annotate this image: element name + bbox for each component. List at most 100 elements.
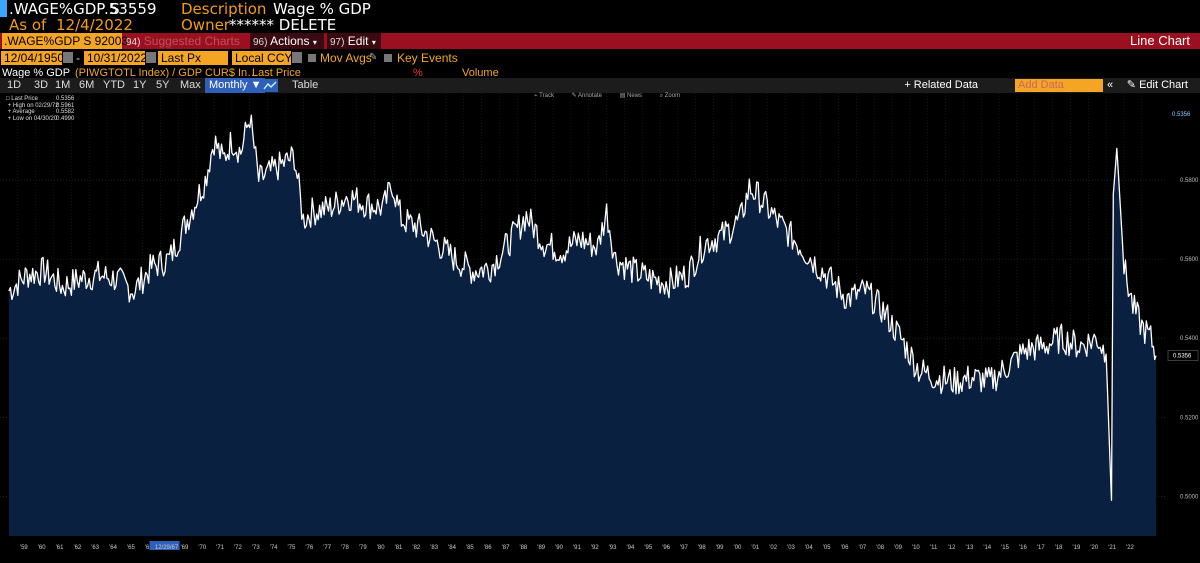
x-tick-label: '75: [288, 545, 296, 551]
ticker[interactable]: .WAGE%GDP S: [9, 0, 120, 18]
x-tick-label: '93: [609, 545, 617, 551]
x-tick-label: '88: [519, 545, 527, 551]
top-value-tag: 0.5356: [1172, 112, 1191, 118]
currency-select[interactable]: Local CCY: [232, 51, 292, 65]
period-3d[interactable]: 3D: [34, 79, 49, 91]
zoom-button[interactable]: ⌕ Zoom: [659, 93, 681, 99]
period-6m[interactable]: 6M: [79, 79, 95, 91]
x-tick-label: '64: [109, 545, 117, 551]
x-tick-label: '15: [1001, 545, 1009, 551]
calendar-icon[interactable]: [146, 52, 156, 63]
annotate-label: Annotate: [578, 93, 603, 99]
x-tick-label: '01: [751, 545, 759, 551]
news-button[interactable]: ▤ News: [619, 93, 643, 99]
suggested-label: Suggested Charts: [143, 34, 240, 48]
legend-high: + High on 02/29/72 0.5961: [6, 102, 75, 109]
x-tick-label: '20: [1090, 545, 1098, 551]
period-1y[interactable]: 1Y: [133, 79, 147, 91]
legend-avg-label: Average: [12, 109, 35, 115]
x-tick-label: '87: [502, 545, 510, 551]
edit-chart-button[interactable]: ✎ Edit Chart: [1127, 78, 1188, 93]
add-data-input[interactable]: Add Data: [1015, 79, 1103, 92]
track-button[interactable]: ⌁ Track: [534, 93, 554, 99]
x-tick-label: '78: [341, 545, 349, 551]
x-tick-label: '63: [91, 545, 99, 551]
chart-type-title: Line Chart: [1130, 33, 1190, 48]
y-tick-label: 0.5200: [1180, 415, 1199, 421]
last-value-box: [1167, 350, 1199, 361]
edit-menu[interactable]: 97) Edit ▾: [327, 33, 381, 49]
legend-low-label: Low on 04/30/20: [12, 115, 58, 122]
asof-value: 12/4/2022: [56, 16, 133, 34]
x-tick-label: '12: [948, 545, 956, 551]
chevron-down-icon: ▼: [250, 79, 262, 91]
key-events-checkbox[interactable]: [384, 54, 392, 62]
key-events-label[interactable]: Key Events: [397, 51, 458, 65]
x-tick-label: '19: [1073, 545, 1081, 551]
suggested-num: 94): [126, 37, 141, 48]
x-tick-label: '08: [876, 545, 884, 551]
cursor-date-box: [149, 541, 180, 550]
legend-last: □ Last Price 0.5356: [6, 96, 75, 102]
x-tick-label: '14: [983, 545, 991, 551]
x-tick-label: '16: [1019, 545, 1027, 551]
x-tick-label: '74: [270, 545, 278, 551]
last-value-label: 0.5356: [1173, 354, 1192, 360]
edit-chart-label: Edit Chart: [1139, 79, 1188, 91]
period-ytd[interactable]: YTD: [103, 79, 125, 91]
chart-legend: □ Last Price 0.5356 + High on 02/29/72 0…: [6, 96, 90, 122]
legend-last-value: 0.5356: [56, 96, 75, 102]
field-select[interactable]: Last Px: [158, 51, 228, 65]
x-tick-label: '83: [430, 545, 438, 551]
x-tick-label: '73: [252, 545, 260, 551]
asof-label: As of: [9, 16, 47, 34]
start-date-field[interactable]: 12/04/1950: [1, 51, 64, 65]
frequency-select[interactable]: Monthly ▼: [205, 78, 266, 93]
last-price-label: Last Price: [252, 67, 301, 79]
period-max[interactable]: Max: [180, 79, 201, 91]
x-tick-label: '00: [734, 545, 742, 551]
x-tick-label: '07: [858, 545, 866, 551]
track-label: Track: [539, 93, 554, 99]
x-tick-label: '82: [412, 545, 420, 551]
line-chart[interactable]: 0.5000 0.5200 0.5400 0.5600 0.5800 0.5356 0.53…: [0, 93, 1200, 563]
x-tick-label: '84: [448, 545, 456, 551]
period-1m[interactable]: 1M: [55, 79, 71, 91]
series-formula: (PIWGTOTL Index) / GDP CUR$ In…: [75, 67, 259, 79]
annotate-button[interactable]: ✎ Annotate: [571, 93, 603, 99]
suggested-charts-button[interactable]: 94) Suggested Charts: [126, 33, 246, 49]
series-line: [8, 114, 1157, 502]
x-tick-label: '66: [145, 545, 153, 551]
x-tick-label: '59: [20, 545, 28, 551]
mov-avgs-checkbox[interactable]: [308, 54, 316, 62]
chart-view-icon[interactable]: [262, 79, 278, 92]
x-tick-label: '03: [787, 545, 795, 551]
pencil-icon[interactable]: ✎: [369, 52, 378, 63]
pencil-icon: ✎: [1126, 79, 1137, 91]
calendar-icon[interactable]: [63, 52, 73, 63]
x-tick-label: '65: [127, 545, 135, 551]
period-5y[interactable]: 5Y: [156, 79, 170, 91]
x-tick-label: '85: [466, 545, 474, 551]
x-tick-label: '89: [537, 545, 545, 551]
volume-label: Volume: [462, 67, 499, 79]
ticker-field[interactable]: .WAGE%GDP S 92003: [2, 33, 129, 49]
edit-num: 97): [330, 37, 345, 48]
collapse-icon[interactable]: «: [1107, 79, 1114, 91]
series-name: Wage % GDP: [2, 67, 71, 79]
description-label: Description: [181, 0, 267, 18]
end-date-field[interactable]: 10/31/2022: [84, 51, 147, 65]
x-tick-label: '09: [894, 545, 902, 551]
table-view-button[interactable]: Table: [292, 79, 319, 91]
chevron-down-icon[interactable]: [292, 52, 302, 63]
x-tick-label: '22: [1126, 545, 1134, 551]
frequency-label: Monthly: [209, 79, 248, 91]
description-value: Wage % GDP: [273, 0, 371, 18]
mov-avgs-label[interactable]: Mov Avgs: [320, 51, 372, 65]
percent-label: %: [413, 67, 423, 79]
y-tick-label: 0.5600: [1180, 257, 1199, 263]
related-data-button[interactable]: + Related Data: [904, 79, 978, 91]
period-1d[interactable]: 1D: [7, 79, 22, 91]
actions-menu[interactable]: 96) Actions ▾: [250, 33, 324, 49]
x-tick-label: '76: [305, 545, 313, 551]
